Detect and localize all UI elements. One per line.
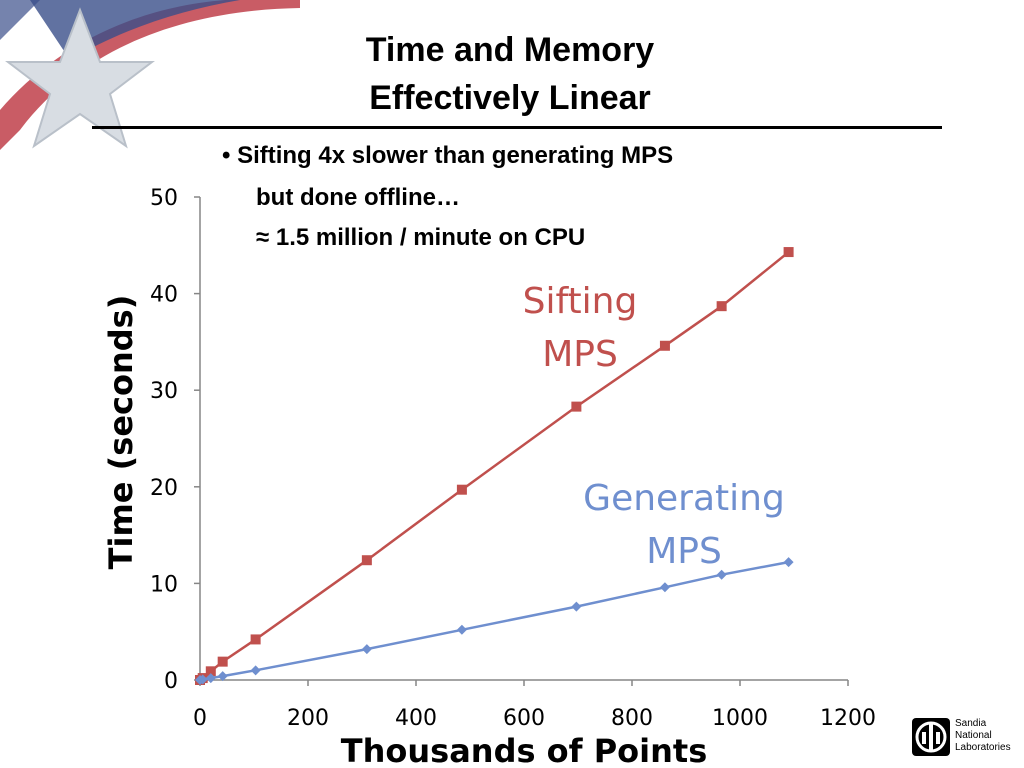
- x-tick-label: 1000: [712, 706, 768, 731]
- sifting-data-point: [456, 484, 467, 495]
- flag-star-decoration: [0, 0, 300, 150]
- y-tick-label: 20: [150, 476, 178, 501]
- y-tick-label: 30: [150, 379, 178, 404]
- generating-series-line: [199, 560, 789, 682]
- generating-data-point: [205, 673, 216, 684]
- bullet-line-3: ≈ 1.5 million / minute on CPU: [256, 224, 586, 251]
- x-tick-label: 1200: [820, 706, 876, 731]
- generating-data-point: [571, 601, 582, 612]
- logo-text-line-3: Laboratories: [955, 742, 1011, 753]
- sifting-data-point: [205, 666, 216, 677]
- generating-data-point: [217, 671, 228, 682]
- title-divider: [92, 126, 942, 129]
- sifting-data-point: [716, 301, 727, 312]
- sifting-data-point: [217, 656, 228, 667]
- bullet-line-2: but done offline…: [256, 184, 460, 211]
- x-axis-title: Thousands of Points: [341, 732, 707, 768]
- sifting-series-label: Sifting: [523, 281, 638, 322]
- y-tick-label: 50: [150, 186, 178, 211]
- generating-data-point: [783, 557, 794, 568]
- y-tick-label: 10: [150, 572, 178, 597]
- x-tick-label: 200: [287, 706, 329, 731]
- y-tick-label: 0: [164, 669, 178, 694]
- generating-data-point: [659, 582, 670, 593]
- generating-data-point: [456, 624, 467, 635]
- sandia-logo: Sandia National Laboratories: [912, 716, 1018, 760]
- x-tick-label: 0: [193, 706, 207, 731]
- x-tick-label: 400: [395, 706, 437, 731]
- x-tick-label: 800: [611, 706, 653, 731]
- slide-title-line-1: Time and Memory: [365, 31, 655, 69]
- y-tick-label: 40: [150, 283, 178, 308]
- generating-data-point: [716, 569, 727, 580]
- y-axis-title: Time (seconds): [102, 295, 140, 570]
- slide-title-line-2: Effectively Linear: [369, 79, 651, 117]
- x-tick-label: 600: [503, 706, 545, 731]
- logo-text-line-2: National: [955, 730, 992, 741]
- generating-series-label: MPS: [646, 531, 722, 572]
- sifting-data-point: [361, 555, 372, 566]
- sifting-data-point: [571, 401, 582, 412]
- sandia-logo-text: Sandia National Laboratories: [955, 718, 1019, 754]
- sandia-logo-icon: [912, 718, 950, 756]
- sifting-series-line: [199, 251, 790, 682]
- generating-data-point: [361, 644, 372, 655]
- sifting-data-point: [250, 634, 261, 645]
- sifting-data-point: [659, 340, 670, 351]
- logo-text-line-1: Sandia: [955, 718, 987, 729]
- sifting-data-point: [783, 247, 794, 258]
- bullet-line-1: • Sifting 4x slower than generating MPS: [222, 142, 674, 169]
- generating-data-point: [197, 674, 208, 685]
- generating-series-label: Generating: [583, 478, 785, 519]
- generating-data-point: [250, 665, 261, 676]
- sifting-series-label: MPS: [542, 334, 618, 375]
